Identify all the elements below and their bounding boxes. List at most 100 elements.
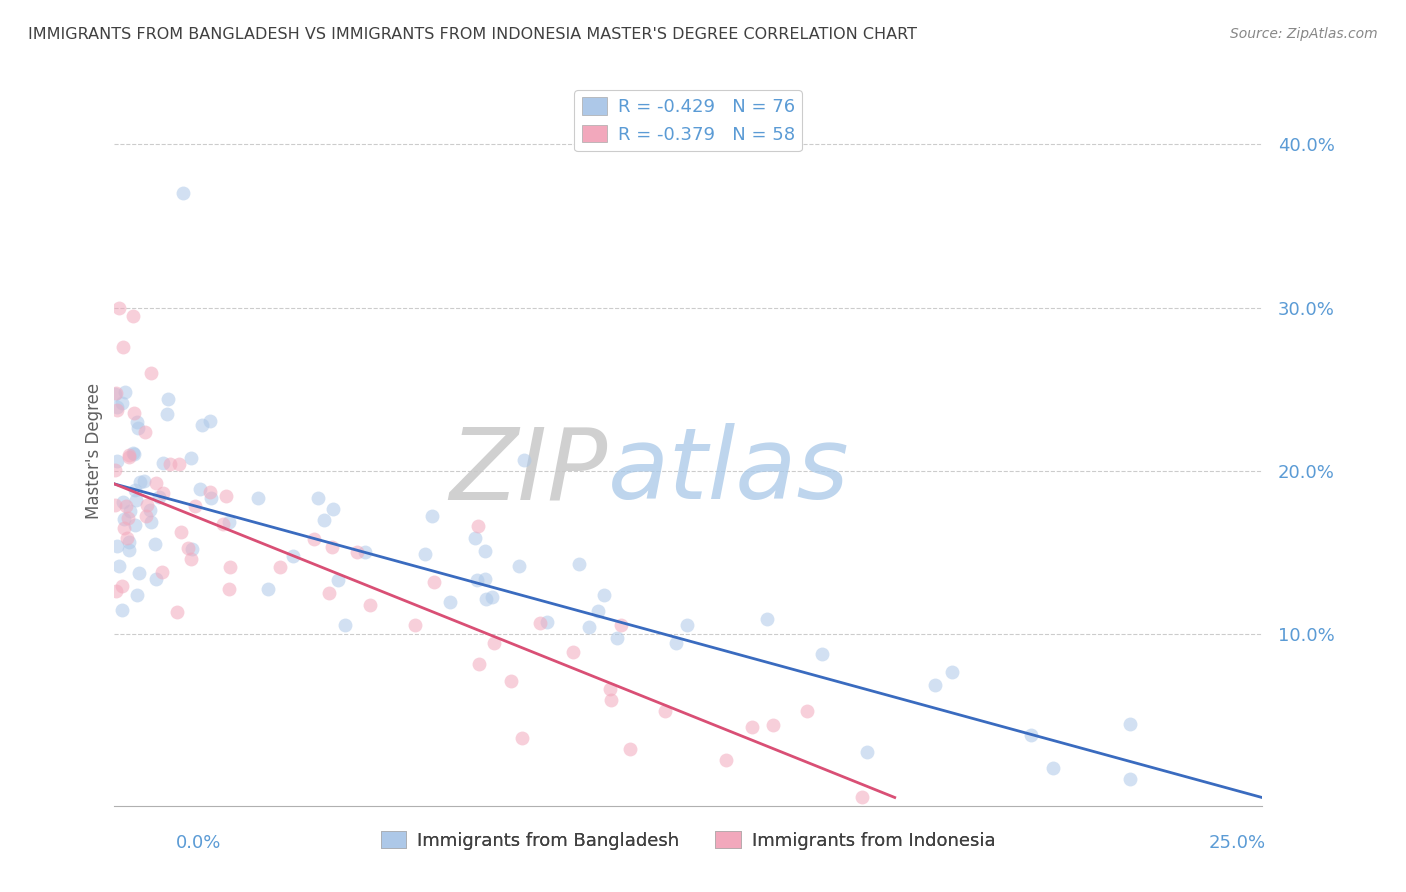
Point (152, 456, 174, 470)
Point (112, 340, 135, 354)
Point (152, 485, 174, 500)
Point (139, 515, 162, 529)
Point (118, 504, 141, 518)
Point (122, 446, 145, 460)
Point (190, 417, 212, 432)
Point (104, 584, 127, 599)
Point (756, 612, 779, 626)
Point (111, 396, 134, 410)
Point (145, 572, 167, 586)
Text: Source: ZipAtlas.com: Source: ZipAtlas.com (1230, 27, 1378, 41)
Point (114, 512, 136, 526)
Point (156, 407, 179, 421)
Point (125, 588, 148, 602)
Point (134, 425, 156, 440)
Point (156, 392, 179, 407)
Point (148, 490, 170, 504)
Point (359, 599, 381, 613)
Text: 0.0%: 0.0% (176, 834, 221, 852)
Point (423, 574, 446, 589)
Point (796, 704, 818, 718)
Point (439, 595, 461, 609)
Point (104, 498, 127, 512)
Point (654, 704, 676, 718)
Point (321, 540, 343, 554)
Point (467, 657, 489, 671)
Point (176, 541, 198, 555)
Point (413, 548, 436, 562)
Point (167, 457, 190, 471)
Point (312, 513, 335, 527)
Point (180, 541, 202, 556)
Point (1118, 717, 1140, 731)
Point (851, 790, 873, 805)
Point (474, 544, 496, 558)
Point (121, 309, 143, 323)
Point (122, 447, 145, 461)
Point (562, 645, 585, 659)
Point (474, 573, 496, 587)
Point (593, 588, 616, 602)
Point (741, 721, 763, 735)
Point (302, 533, 325, 547)
Point (108, 559, 131, 574)
Point (105, 401, 128, 415)
Point (475, 591, 498, 606)
Point (105, 403, 128, 417)
Point (190, 482, 212, 496)
Point (211, 517, 233, 532)
Point (464, 531, 486, 545)
Point (529, 616, 551, 631)
Point (333, 618, 356, 632)
Point (105, 386, 128, 401)
Point (269, 560, 291, 574)
Point (1118, 772, 1140, 786)
Point (215, 489, 238, 503)
Point (467, 518, 489, 533)
Point (568, 557, 591, 571)
Point (941, 665, 963, 680)
Point (318, 586, 340, 600)
Point (118, 543, 141, 558)
Text: atlas: atlas (607, 424, 849, 520)
Point (465, 573, 488, 587)
Point (762, 718, 785, 732)
Point (811, 647, 834, 661)
Point (328, 573, 350, 587)
Point (118, 535, 141, 549)
Point (599, 692, 621, 706)
Point (104, 463, 127, 477)
Point (619, 742, 641, 756)
Point (172, 186, 194, 201)
Point (111, 578, 134, 592)
Point (716, 753, 738, 767)
Point (246, 491, 269, 506)
Point (856, 745, 879, 759)
Point (135, 509, 157, 524)
Point (159, 457, 181, 471)
Point (482, 635, 505, 649)
Point (508, 559, 530, 574)
Point (501, 674, 523, 689)
Point (346, 545, 368, 559)
Point (112, 521, 135, 535)
Point (599, 681, 621, 696)
Point (404, 618, 426, 632)
Point (218, 560, 240, 574)
Point (322, 501, 344, 516)
Point (513, 452, 536, 467)
Point (111, 495, 134, 509)
Point (124, 483, 146, 497)
Point (132, 474, 155, 488)
Point (152, 565, 174, 579)
Point (114, 499, 136, 513)
Point (675, 618, 697, 632)
Point (108, 301, 131, 315)
Point (578, 620, 600, 634)
Point (125, 415, 148, 429)
Point (143, 537, 166, 551)
Text: ZIP: ZIP (450, 424, 607, 520)
Legend: Immigrants from Bangladesh, Immigrants from Indonesia: Immigrants from Bangladesh, Immigrants f… (374, 823, 1002, 857)
Point (127, 421, 149, 435)
Point (307, 491, 329, 505)
